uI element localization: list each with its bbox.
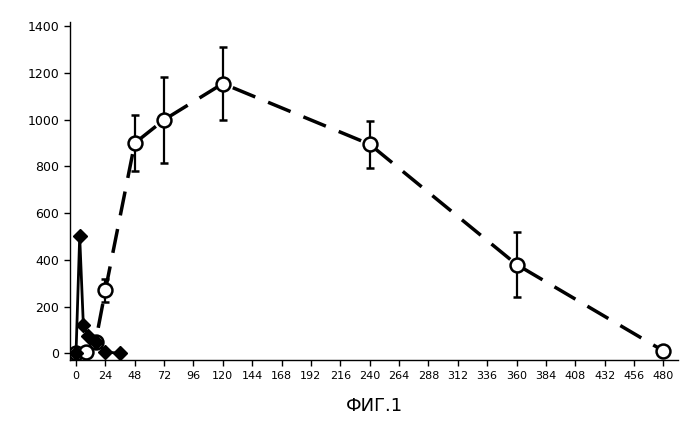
X-axis label: ФИГ.1: ФИГ.1 (345, 397, 403, 415)
